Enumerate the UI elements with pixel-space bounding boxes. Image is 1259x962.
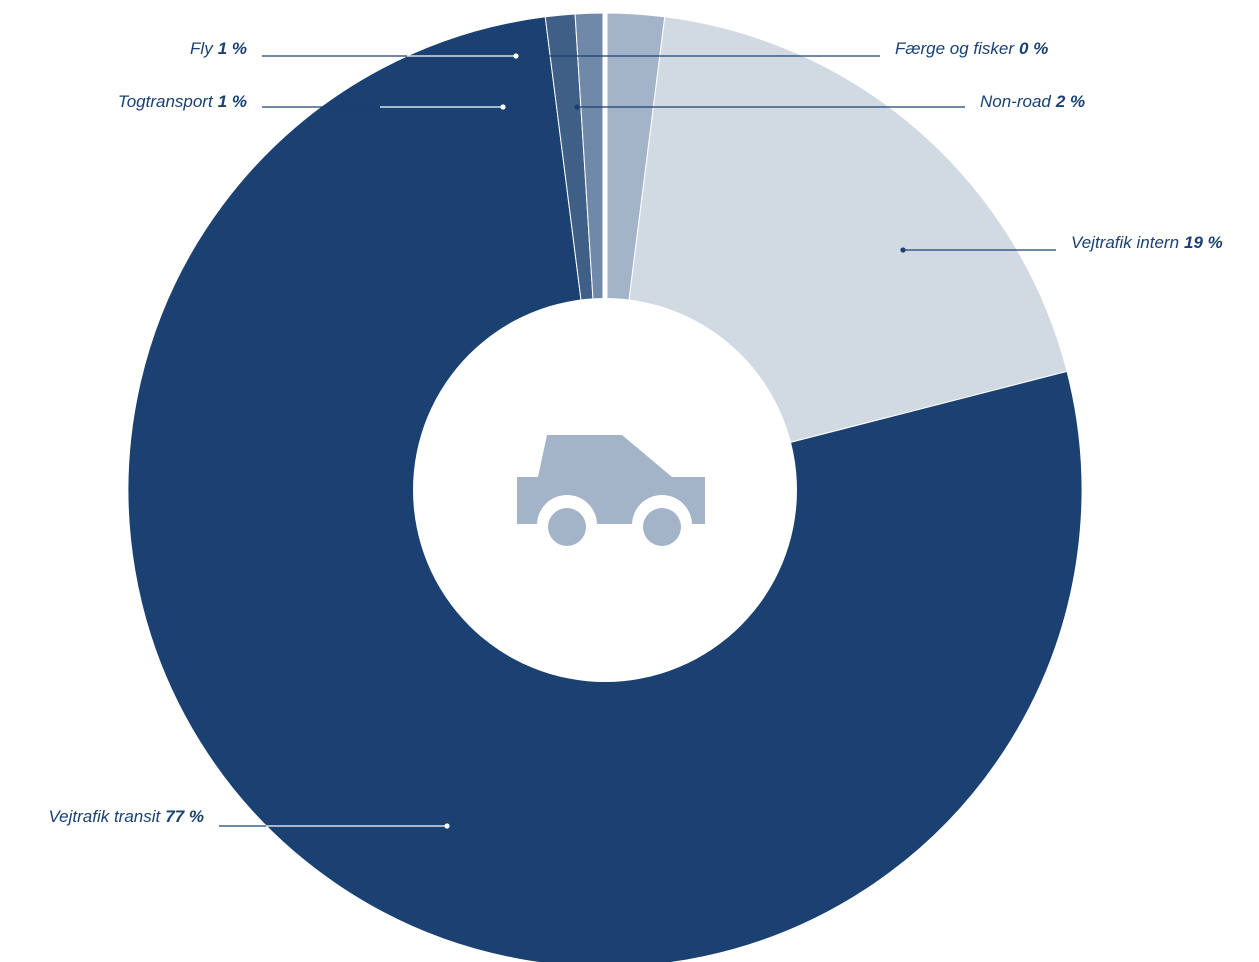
leader-dot — [500, 104, 506, 110]
slice-label: Non-road 2 % — [980, 92, 1085, 111]
category-name: Togtransport — [118, 92, 214, 111]
slice-label: Færge og fisker 0 % — [895, 39, 1048, 58]
leader-dot — [513, 53, 519, 59]
leader-dot — [900, 247, 906, 253]
slice-label: Togtransport 1 % — [118, 92, 247, 111]
labels: Non-road 2 %Vejtrafik intern 19 %Vejtrafik… — [48, 39, 1223, 829]
value-label: 77 % — [165, 807, 204, 826]
category-name: Non-road — [980, 92, 1051, 111]
slice-label: Vejtrafik intern 19 % — [1071, 233, 1223, 252]
category-name: Fly — [190, 39, 214, 58]
value-label: 19 % — [1184, 233, 1223, 252]
value-label: 1 % — [218, 92, 247, 111]
category-name: Vejtrafik transit — [48, 807, 161, 826]
category-name: Vejtrafik intern — [1071, 233, 1179, 252]
slice — [127, 16, 1083, 962]
slice-label: Vejtrafik transit 77 % — [48, 807, 204, 826]
value-label: 1 % — [218, 39, 247, 58]
leader-dot — [444, 823, 450, 829]
category-name: Færge og fisker — [895, 39, 1015, 58]
slice-label: Fly 1 % — [190, 39, 247, 58]
car-icon — [517, 435, 705, 555]
leader-dot — [574, 104, 580, 110]
leader-dot — [537, 53, 543, 59]
value-label: 2 % — [1055, 92, 1085, 111]
value-label: 0 % — [1019, 39, 1048, 58]
